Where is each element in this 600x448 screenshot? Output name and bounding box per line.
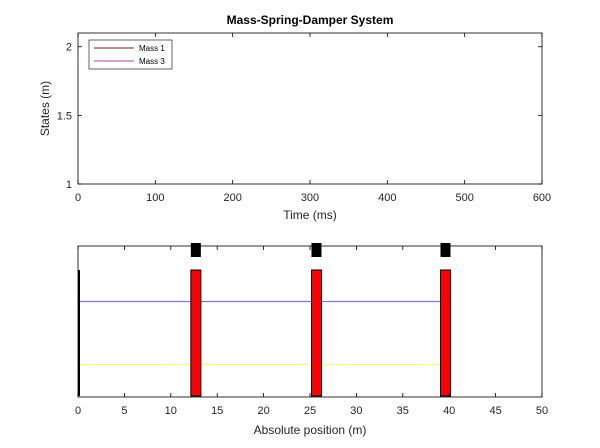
states-chart: Mass-Spring-Damper System 0 100 200 300 400 5…: [38, 13, 551, 222]
position-tick-label: 45: [489, 405, 501, 417]
x-tick-label: 300: [301, 192, 319, 204]
x-tick-label: 0: [75, 192, 81, 204]
x-tick-label: 100: [146, 192, 164, 204]
spring-lines: [79, 300, 446, 366]
chart-title: Mass-Spring-Damper System: [227, 13, 394, 27]
mass-marker: [311, 243, 322, 257]
mass-block: [190, 269, 202, 397]
legend-box: [88, 39, 173, 70]
mass-marker: [190, 243, 201, 257]
mass-marker: [440, 243, 451, 257]
x-tick-label: 600: [533, 192, 551, 204]
x-tick-label: 400: [378, 192, 396, 204]
position-tick-label: 30: [350, 405, 362, 417]
y-tick-label: 1: [66, 179, 72, 191]
position-diagram: 0 5 10 15 20 25 30 35 40 45 50 Absolute position (…: [75, 243, 548, 437]
position-x-ticks: 0 5 10 15 20 25 30 35 40 45 50: [75, 246, 548, 417]
masses: [190, 243, 451, 397]
position-tick-label: 40: [443, 405, 455, 417]
legend-label-mass-3: Mass 3: [139, 57, 165, 66]
x-tick-label: 500: [455, 192, 473, 204]
position-tick-label: 35: [397, 405, 409, 417]
y-tick-label: 1.5: [57, 110, 72, 122]
y-axis-label: States (m): [38, 81, 52, 136]
x-axis-label: Time (ms): [283, 208, 337, 222]
position-tick-label: 0: [75, 405, 81, 417]
position-tick-label: 25: [304, 405, 316, 417]
diagram-area: [77, 245, 543, 398]
legend: Mass 1 Mass 3: [88, 39, 173, 70]
y-tick-label: 2: [66, 42, 72, 54]
y-ticks: 11.52: [57, 42, 542, 191]
position-axis-label: Absolute position (m): [254, 423, 367, 437]
position-tick-label: 50: [536, 405, 548, 417]
mass-block: [439, 269, 451, 397]
position-tick-label: 20: [257, 405, 269, 417]
position-tick-label: 5: [121, 405, 127, 417]
position-tick-label: 15: [211, 405, 223, 417]
mass-block: [310, 269, 322, 397]
x-ticks: 0 100 200 300 400 500 600: [75, 33, 551, 204]
x-tick-label: 200: [223, 192, 241, 204]
legend-label-mass-1: Mass 1: [139, 44, 165, 53]
position-tick-label: 10: [165, 405, 177, 417]
